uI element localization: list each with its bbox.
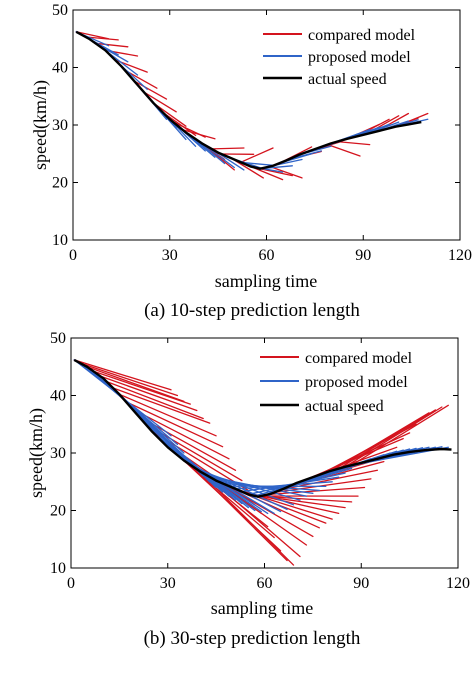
y-axis-label-a: speed(km/h)	[30, 80, 51, 170]
compared-prediction-line	[92, 370, 191, 405]
legend-a-proposed-label: proposed model	[308, 49, 411, 66]
compared-prediction-line	[85, 36, 119, 41]
compared-prediction-line	[269, 165, 303, 179]
compared-prediction-line	[118, 393, 217, 437]
compared-prediction-line	[143, 91, 177, 113]
ticks-b: 0 30 60 90 120 10 20 30 40 50	[50, 330, 470, 592]
compared-prediction-line	[80, 362, 179, 397]
x-axis-label-a: sampling time	[215, 271, 318, 291]
panel-b: 0 30 60 90 120 10 20 30 40 50 compared model prop…	[26, 330, 470, 649]
x-tick-label: 30	[162, 247, 178, 264]
caption-b: (b) 30-step prediction length	[144, 628, 361, 649]
compared-prediction-line	[105, 380, 204, 420]
compared-prediction-line	[350, 404, 449, 466]
actual-series-a	[75, 30, 422, 170]
x-tick-label: 0	[67, 575, 75, 592]
x-tick-label: 120	[448, 247, 472, 264]
x-axis-label-b: sampling time	[211, 598, 314, 618]
compared-prediction-line	[189, 464, 288, 562]
x-tick-label: 0	[69, 247, 77, 264]
legend-a-compared-label: compared model	[308, 27, 416, 44]
compared-prediction-line	[211, 147, 245, 150]
compared-prediction-line	[112, 387, 211, 424]
legend-b-compared-label: compared model	[305, 350, 413, 367]
x-tick-label: 60	[259, 247, 275, 264]
legend-a: compared model proposed model actual spe…	[263, 27, 416, 88]
y-tick-label: 50	[52, 2, 68, 19]
compared-prediction-line	[327, 143, 361, 157]
x-tick-label: 60	[257, 575, 273, 592]
legend-b-proposed-label: proposed model	[305, 374, 408, 391]
compared-prediction-line	[73, 359, 172, 391]
y-tick-label: 30	[52, 117, 68, 134]
y-tick-label: 10	[52, 232, 68, 249]
y-tick-label: 50	[50, 330, 66, 347]
x-tick-label: 120	[446, 575, 470, 592]
compared-prediction-line	[338, 409, 437, 470]
legend-b: compared model proposed model actual spe…	[260, 350, 413, 415]
y-tick-label: 20	[50, 503, 66, 520]
panel-a: 0 30 60 90 120 10 20 30 40 50 compared model prop…	[30, 2, 472, 321]
y-axis-label-b: speed(km/h)	[26, 408, 47, 498]
proposed-prediction-line	[196, 468, 295, 506]
actual-series-b	[73, 358, 452, 498]
compared-prediction-line	[75, 31, 110, 40]
y-tick-label: 30	[50, 445, 66, 462]
compared-prediction-line	[86, 366, 185, 402]
y-tick-label: 10	[50, 560, 66, 577]
y-tick-label: 40	[52, 60, 68, 77]
compared-prediction-line	[125, 401, 224, 448]
compared-prediction-line	[331, 412, 430, 472]
compared-prediction-line	[133, 80, 168, 100]
compared-prediction-line	[94, 42, 129, 48]
caption-a: (a) 10-step prediction length	[144, 300, 360, 321]
compared-prediction-line	[344, 406, 443, 468]
y-tick-label: 20	[52, 175, 68, 192]
compared-prediction-line	[99, 375, 198, 412]
actual-speed-line	[73, 358, 452, 498]
x-tick-label: 90	[353, 575, 369, 592]
compared-prediction-line	[259, 168, 293, 177]
ticks-a: 0 30 60 90 120 10 20 30 40 50	[52, 2, 472, 264]
proposed-prediction-line	[241, 476, 340, 493]
compared-prediction-line	[336, 140, 371, 146]
proposed-prediction-line	[240, 161, 274, 166]
y-tick-label: 40	[50, 388, 66, 405]
legend-b-actual-label: actual speed	[305, 398, 384, 415]
compared-prediction-line	[240, 147, 274, 163]
actual-speed-line	[75, 30, 422, 170]
x-tick-label: 30	[160, 575, 176, 592]
compared-prediction-line	[181, 129, 216, 140]
legend-a-actual-label: actual speed	[308, 71, 387, 88]
x-tick-label: 90	[355, 247, 371, 264]
compared-prediction-line	[267, 486, 366, 496]
